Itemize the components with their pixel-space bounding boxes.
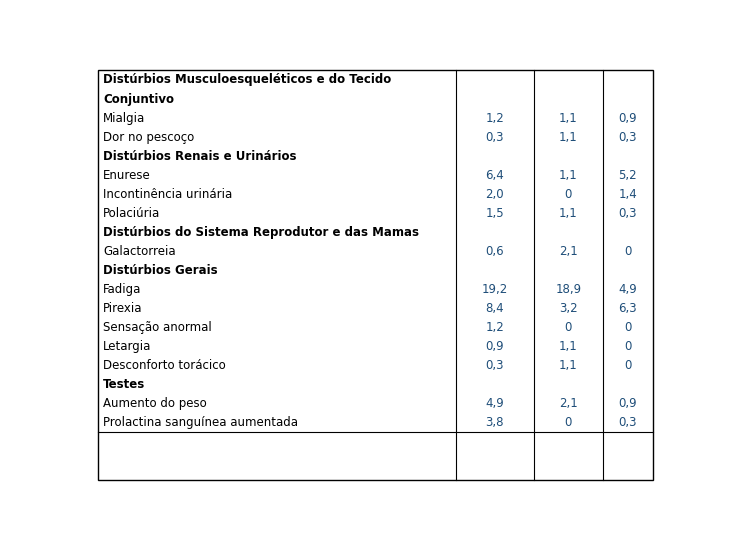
Text: 0,3: 0,3: [619, 131, 637, 144]
Text: 0,3: 0,3: [486, 131, 504, 144]
Text: 1,1: 1,1: [559, 169, 578, 181]
Text: Distúrbios Musculoesqueléticos e do Tecido: Distúrbios Musculoesqueléticos e do Teci…: [103, 74, 391, 87]
Text: 2,0: 2,0: [485, 188, 504, 201]
Text: Pirexia: Pirexia: [103, 302, 142, 315]
Text: 0: 0: [625, 359, 632, 372]
Text: 0: 0: [564, 188, 572, 201]
Text: Conjuntivo: Conjuntivo: [103, 93, 174, 106]
Text: 2,1: 2,1: [559, 397, 578, 410]
Text: Testes: Testes: [103, 378, 145, 391]
Text: 2,1: 2,1: [559, 245, 578, 258]
Text: Sensação anormal: Sensação anormal: [103, 321, 212, 334]
Text: Desconforto torácico: Desconforto torácico: [103, 359, 226, 372]
Text: 0,9: 0,9: [619, 397, 637, 410]
Text: Distúrbios Gerais: Distúrbios Gerais: [103, 264, 218, 277]
Text: 1,5: 1,5: [485, 207, 504, 220]
Text: 4,9: 4,9: [485, 397, 504, 410]
Text: 0: 0: [564, 321, 572, 334]
Text: 0: 0: [625, 340, 632, 353]
Text: Prolactina sanguínea aumentada: Prolactina sanguínea aumentada: [103, 416, 298, 429]
Text: 1,1: 1,1: [559, 359, 578, 372]
Text: 0,6: 0,6: [485, 245, 504, 258]
Text: Distúrbios Renais e Urinários: Distúrbios Renais e Urinários: [103, 150, 296, 162]
Text: Dor no pescoço: Dor no pescoço: [103, 131, 194, 144]
Text: 3,2: 3,2: [559, 302, 578, 315]
Text: 1,2: 1,2: [485, 321, 504, 334]
Text: 0,9: 0,9: [485, 340, 504, 353]
Text: 6,3: 6,3: [619, 302, 637, 315]
Text: 18,9: 18,9: [556, 283, 581, 296]
Text: Letargia: Letargia: [103, 340, 151, 353]
Text: 1,4: 1,4: [619, 188, 637, 201]
Text: 0,3: 0,3: [619, 207, 637, 220]
Text: Distúrbios do Sistema Reprodutor e das Mamas: Distúrbios do Sistema Reprodutor e das M…: [103, 226, 419, 239]
Text: 0: 0: [564, 416, 572, 429]
Text: Galactorreia: Galactorreia: [103, 245, 176, 258]
Text: 1,1: 1,1: [559, 207, 578, 220]
Text: 1,2: 1,2: [485, 112, 504, 125]
Text: 8,4: 8,4: [485, 302, 504, 315]
Text: 3,8: 3,8: [486, 416, 504, 429]
Text: 1,1: 1,1: [559, 112, 578, 125]
Text: 0,3: 0,3: [619, 416, 637, 429]
Text: 0: 0: [625, 245, 632, 258]
Text: 0: 0: [625, 321, 632, 334]
Text: Polaciúria: Polaciúria: [103, 207, 161, 220]
Text: 1,1: 1,1: [559, 340, 578, 353]
Text: 1,1: 1,1: [559, 131, 578, 144]
Text: Enurese: Enurese: [103, 169, 151, 181]
Text: 0,9: 0,9: [619, 112, 637, 125]
Text: Aumento do peso: Aumento do peso: [103, 397, 207, 410]
Text: 4,9: 4,9: [619, 283, 637, 296]
Text: Incontinência urinária: Incontinência urinária: [103, 188, 232, 201]
Text: 0,3: 0,3: [486, 359, 504, 372]
Text: 19,2: 19,2: [482, 283, 508, 296]
Text: Mialgia: Mialgia: [103, 112, 145, 125]
Text: 6,4: 6,4: [485, 169, 504, 181]
Text: 5,2: 5,2: [619, 169, 637, 181]
Text: Fadiga: Fadiga: [103, 283, 141, 296]
